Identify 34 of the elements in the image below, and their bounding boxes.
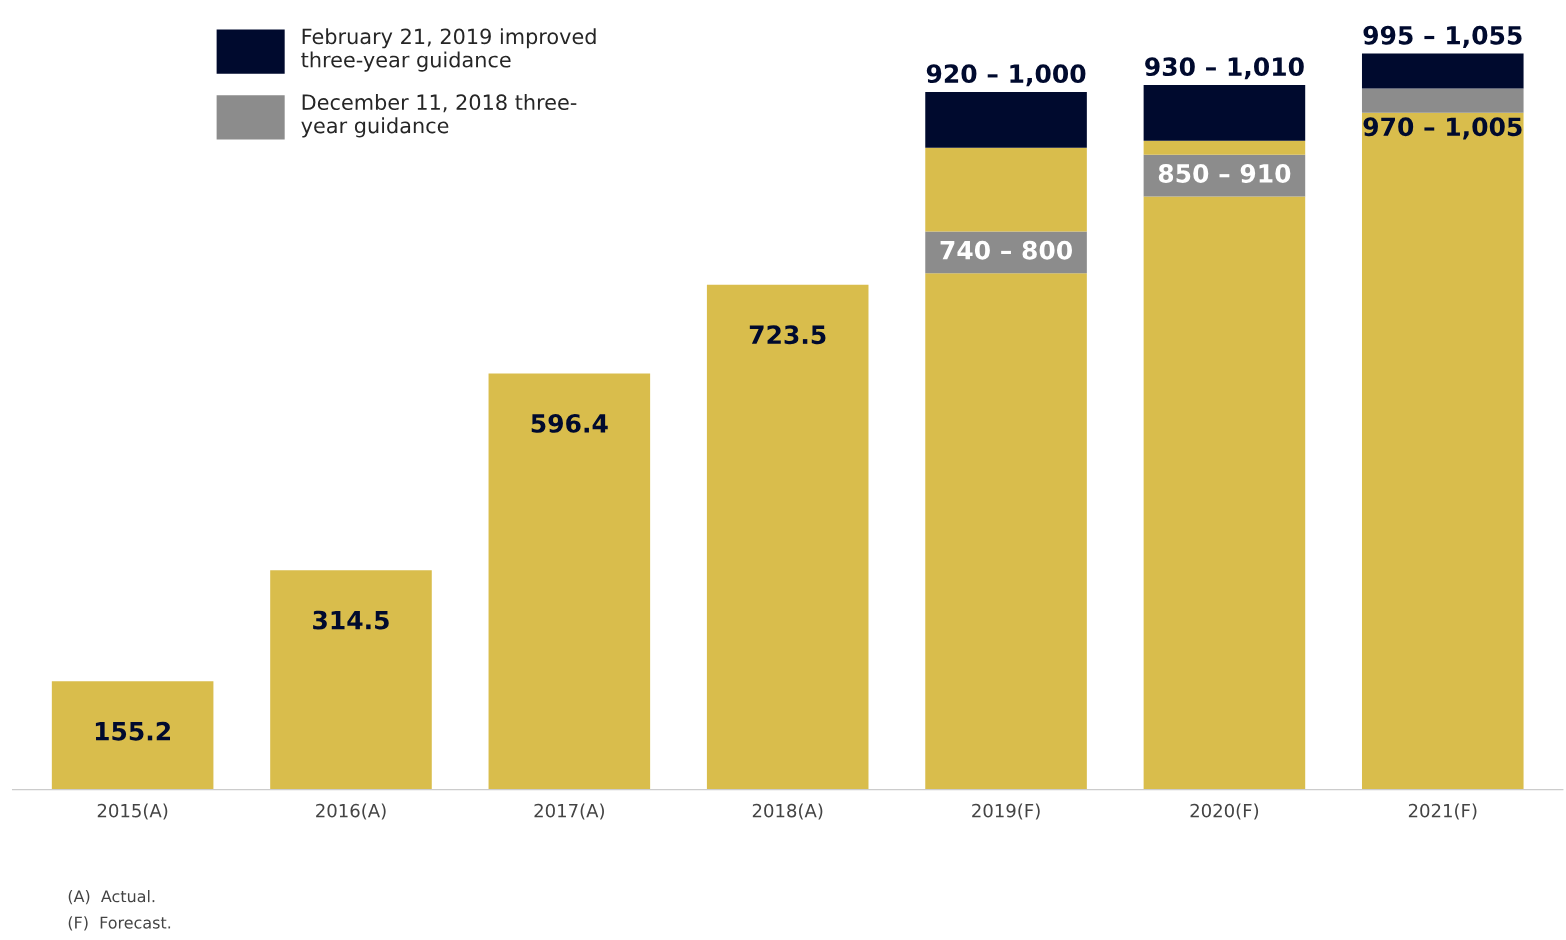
bar bbox=[51, 681, 214, 790]
annotation: 930 – 1,010 bbox=[1145, 57, 1304, 80]
annotation: 920 – 1,000 bbox=[926, 64, 1086, 87]
bar bbox=[270, 570, 432, 790]
bar bbox=[1143, 140, 1306, 155]
annotation: 850 – 910 bbox=[1158, 164, 1291, 183]
annotation: 740 – 800 bbox=[940, 240, 1072, 260]
bar bbox=[925, 273, 1087, 790]
data-label: 155.2 bbox=[95, 721, 170, 741]
data-label: 723.5 bbox=[749, 325, 826, 345]
bar bbox=[925, 91, 1087, 148]
bar bbox=[1143, 84, 1306, 141]
text: (F) Forecast. bbox=[68, 916, 171, 931]
data-label: 596.4 bbox=[531, 413, 608, 433]
annotation: 970 – 1,005 bbox=[1363, 117, 1522, 140]
x-tick-label: 2015(A) bbox=[97, 803, 168, 820]
bar bbox=[1361, 112, 1524, 790]
data-label: 314.5 bbox=[313, 610, 389, 630]
bar bbox=[925, 147, 1087, 232]
x-tick-label: 2019(F) bbox=[972, 803, 1040, 820]
legend-label: February 21, 2019 improved three-year guidance bbox=[301, 28, 596, 72]
x-tick-label: 2020(F) bbox=[1190, 803, 1259, 820]
text: (A) Actual. bbox=[68, 889, 155, 905]
bar bbox=[1143, 196, 1306, 790]
bar bbox=[488, 373, 651, 790]
x-tick-label: 2016(A) bbox=[316, 803, 386, 820]
bar bbox=[1361, 88, 1524, 113]
x-tick-label: 2018(A) bbox=[752, 803, 823, 820]
bar bbox=[1361, 53, 1524, 89]
x-tick-label: 2017(A) bbox=[534, 803, 604, 820]
bar bbox=[706, 284, 869, 790]
x-tick-label: 2021(F) bbox=[1408, 803, 1477, 820]
annotation: 995 – 1,055 bbox=[1363, 25, 1522, 48]
legend-label: December 11, 2018 three- year guidance bbox=[301, 93, 577, 138]
